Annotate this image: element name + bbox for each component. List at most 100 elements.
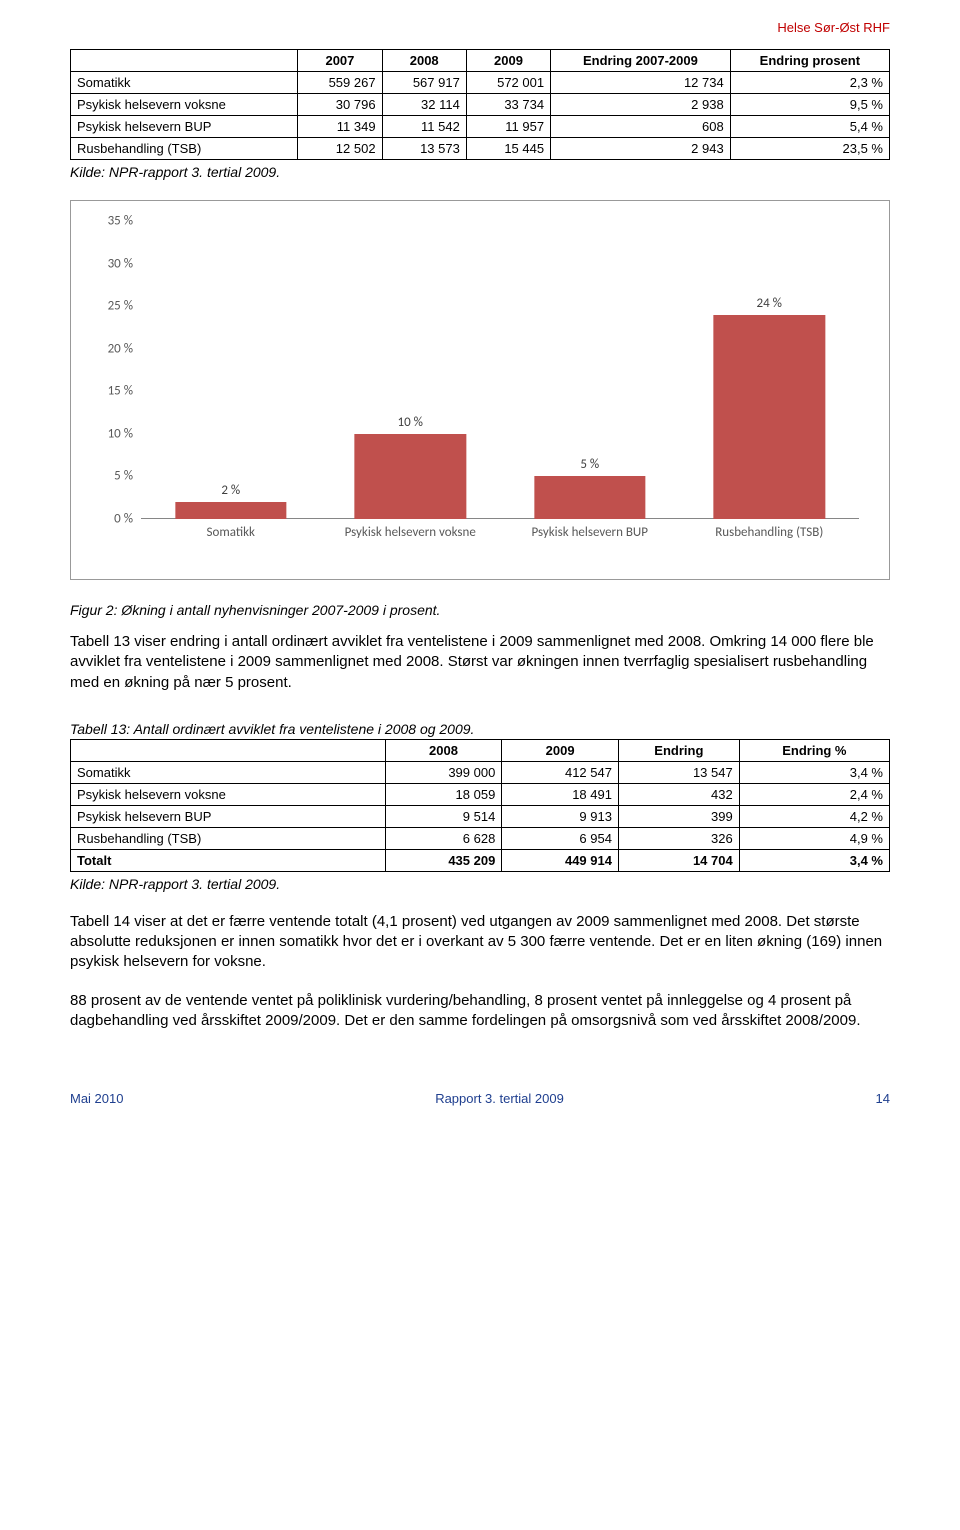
table-cell: 608 [551,116,731,138]
table-row: Rusbehandling (TSB)6 6286 9543264,9 % [71,827,890,849]
table-cell: Psykisk helsevern BUP [71,116,298,138]
table-row: Somatikk399 000412 54713 5473,4 % [71,761,890,783]
y-tick-label: 15 % [93,384,133,399]
table-cell: 30 796 [298,94,382,116]
table-cell: 33 734 [466,94,550,116]
bar-slot: 24 %Rusbehandling (TSB) [680,221,860,519]
table-row: 2008 2009 Endring Endring % [71,739,890,761]
table-cell: 399 000 [385,761,502,783]
bar-slot: 10 %Psykisk helsevern voksne [321,221,501,519]
table-cell: 399 [618,805,739,827]
table-cell: 18 059 [385,783,502,805]
y-tick-label: 30 % [93,256,133,271]
table-2: 2008 2009 Endring Endring % Somatikk399 … [70,739,890,872]
table-cell: 6 954 [502,827,619,849]
y-tick-label: 20 % [93,341,133,356]
table-cell: 23,5 % [730,138,889,160]
table-cell: Psykisk helsevern BUP [71,805,386,827]
table-cell: 5,4 % [730,116,889,138]
x-category-label: Rusbehandling (TSB) [680,519,860,541]
table-cell: 11 349 [298,116,382,138]
col-label [71,739,386,761]
table-cell: 15 445 [466,138,550,160]
x-category-label: Psykisk helsevern BUP [500,519,680,541]
bar-value-label: 2 % [221,483,240,498]
table-cell: 435 209 [385,849,502,871]
bar-slot: 2 %Somatikk [141,221,321,519]
footer-left: Mai 2010 [70,1091,123,1106]
table-cell: Totalt [71,849,386,871]
bar-chart: 0 %5 %10 %15 %20 %25 %30 %35 %2 %Somatik… [70,200,890,580]
table-cell: 4,2 % [739,805,889,827]
y-tick-label: 10 % [93,426,133,441]
col-2008: 2008 [382,50,466,72]
table-cell: 13 573 [382,138,466,160]
bar [355,434,466,519]
bar-value-label: 24 % [757,296,782,311]
table-cell: 2 938 [551,94,731,116]
table-cell: 3,4 % [739,761,889,783]
page-footer: Mai 2010 Rapport 3. tertial 2009 14 [70,1091,890,1106]
table-1-source: Kilde: NPR-rapport 3. tertial 2009. [70,164,890,180]
y-tick-label: 0 % [93,512,133,527]
table-row: Rusbehandling (TSB)12 50213 57315 4452 9… [71,138,890,160]
table-row: Psykisk helsevern BUP11 34911 54211 9576… [71,116,890,138]
table-cell: 412 547 [502,761,619,783]
x-category-label: Somatikk [141,519,321,541]
table-cell: 3,4 % [739,849,889,871]
table-cell: 9 913 [502,805,619,827]
table-cell: Rusbehandling (TSB) [71,138,298,160]
table-cell: 32 114 [382,94,466,116]
table-row: 2007 2008 2009 Endring 2007-2009 Endring… [71,50,890,72]
org-header: Helse Sør-Øst RHF [70,20,890,35]
y-tick-label: 25 % [93,299,133,314]
bar [175,502,286,519]
bar [714,315,825,519]
bar-slot: 5 %Psykisk helsevern BUP [500,221,680,519]
table-cell: 432 [618,783,739,805]
y-tick-label: 35 % [93,214,133,229]
table-row: Psykisk helsevern voksne30 79632 11433 7… [71,94,890,116]
table-cell: 2,3 % [730,72,889,94]
table-cell: Rusbehandling (TSB) [71,827,386,849]
col-2007: 2007 [298,50,382,72]
table-row-total: Totalt435 209449 91414 7043,4 % [71,849,890,871]
table-cell: 12 502 [298,138,382,160]
footer-center: Rapport 3. tertial 2009 [435,1091,564,1106]
table-cell: 13 547 [618,761,739,783]
table-cell: Psykisk helsevern voksne [71,783,386,805]
table-cell: 572 001 [466,72,550,94]
table-cell: 11 542 [382,116,466,138]
col-endring-pct: Endring prosent [730,50,889,72]
table-cell: 2,4 % [739,783,889,805]
table-cell: 326 [618,827,739,849]
table-cell: Psykisk helsevern voksne [71,94,298,116]
table-cell: 2 943 [551,138,731,160]
table-cell: 449 914 [502,849,619,871]
col-2009: 2009 [466,50,550,72]
paragraph-1: Tabell 13 viser endring i antall ordinær… [70,632,890,693]
col-endring-pct: Endring % [739,739,889,761]
figure-caption: Figur 2: Økning i antall nyhenvisninger … [70,602,890,618]
footer-right: 14 [876,1091,890,1106]
table-cell: 567 917 [382,72,466,94]
table-cell: 6 628 [385,827,502,849]
table-cell: 18 491 [502,783,619,805]
bar [534,476,645,519]
y-tick-label: 5 % [93,469,133,484]
table-cell: 9,5 % [730,94,889,116]
table-row: Psykisk helsevern voksne18 05918 4914322… [71,783,890,805]
x-category-label: Psykisk helsevern voksne [321,519,501,541]
paragraph-3: 88 prosent av de ventende ventet på poli… [70,991,890,1032]
paragraph-2: Tabell 14 viser at det er færre ventende… [70,912,890,973]
col-2008: 2008 [385,739,502,761]
table-cell: 11 957 [466,116,550,138]
col-endring: Endring 2007-2009 [551,50,731,72]
col-2009: 2009 [502,739,619,761]
bar-value-label: 5 % [580,457,599,472]
table-2-title: Tabell 13: Antall ordinært avviklet fra … [70,721,890,737]
table-cell: 14 704 [618,849,739,871]
table-row: Somatikk559 267567 917572 00112 7342,3 % [71,72,890,94]
table-cell: Somatikk [71,72,298,94]
col-endring: Endring [618,739,739,761]
